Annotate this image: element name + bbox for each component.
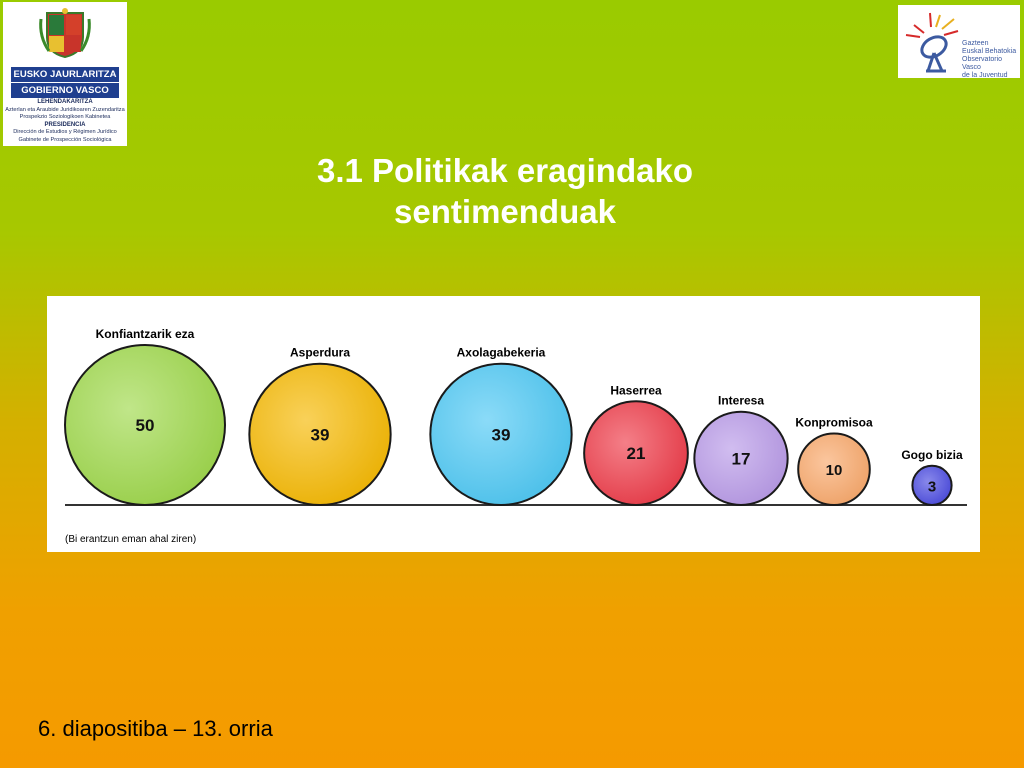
value-label-2: 39: [492, 425, 511, 444]
bubble-1: [248, 362, 392, 506]
title-line1: 3.1 Politikak eragindako: [317, 152, 693, 189]
category-label-2: Axolagabekeria: [457, 346, 546, 360]
logo-dept2-sub1: Dirección de Estudios y Régimen Jurídico: [13, 129, 117, 136]
slide-title: 3.1 Politikak eragindako sentimenduak: [180, 150, 830, 232]
bubble-4: [693, 410, 789, 506]
value-label-0: 50: [136, 416, 155, 435]
title-line2: sentimenduak: [394, 193, 616, 230]
category-label-0: Konfiantzarik eza: [96, 327, 195, 341]
logo-line2: GOBIERNO VASCO: [11, 82, 119, 98]
value-label-3: 21: [627, 444, 646, 463]
logo-right-line3: Observatorio Vasco: [962, 56, 1003, 71]
category-label-5: Konpromisoa: [795, 415, 873, 429]
value-label-5: 10: [826, 462, 843, 479]
bubble-5: [797, 432, 871, 507]
value-label-6: 3: [928, 478, 936, 495]
coat-of-arms-icon: [39, 8, 91, 59]
logo-dept1: LEHENDAKARITZA: [37, 99, 93, 105]
gazteen-behatokia-logo: Gazteen Euskal Behatokia Observatorio Va…: [898, 5, 1020, 79]
bubble-3: [583, 400, 689, 506]
bubble-chart: Konfiantzarik eza 50 Asperdura 39 Axolagabek…: [47, 296, 980, 552]
category-label-4: Interesa: [718, 394, 764, 408]
value-label-1: 39: [311, 425, 330, 444]
category-label-1: Asperdura: [290, 346, 350, 360]
logo-dept2: PRESIDENCIA: [44, 121, 86, 128]
satellite-dish-icon: [905, 12, 959, 73]
logo-dept1-sub2: Prospekzio Soziologikoen Kabinetea: [19, 114, 111, 121]
logo-right-line1: Gazteen: [962, 40, 989, 47]
chart-note: (Bi erantzun eman ahal ziren): [65, 534, 196, 545]
eusko-jaurlaritza-logo: EUSKO JAURLARITZA GOBIERNO VASCO LEHENDA…: [3, 2, 127, 146]
category-label-6: Gogo bizia: [901, 448, 963, 462]
chart-svg: Konfiantzarik eza 50 Asperdura 39 Axolagabek…: [64, 327, 967, 545]
logo-line1: EUSKO JAURLARITZA: [11, 67, 119, 82]
logo-right-line4: de la Juventud: [962, 72, 1008, 79]
logo-right-line2: Euskal Behatokia: [962, 48, 1017, 55]
category-label-3: Haserrea: [610, 383, 662, 397]
logo-dept1-sub1: Azterlan eta Araubide Juridikoaren Zuzen…: [5, 106, 125, 113]
bubble-6: [911, 464, 953, 507]
value-label-4: 17: [732, 449, 751, 468]
bubble-0: [64, 344, 226, 506]
bubble-2: [429, 362, 573, 506]
slide-footer: 6. diapositiba – 13. orria: [38, 716, 273, 741]
logo-dept2-sub2: Gabinete de Prospección Sociológica: [18, 136, 112, 143]
